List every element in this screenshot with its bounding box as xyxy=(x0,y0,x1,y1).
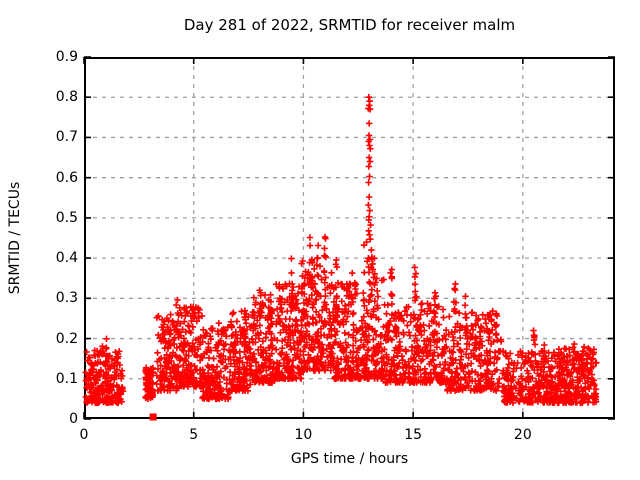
y-axis-label: SRMTID / TECUs xyxy=(7,181,23,295)
x-axis-label: GPS time / hours xyxy=(290,451,409,467)
x-tick-label: 20 xyxy=(513,427,532,443)
x-tick-label: 10 xyxy=(294,427,313,443)
x-tick-label: 0 xyxy=(79,427,89,443)
plot-border xyxy=(84,57,615,419)
y-tick-label: 0.2 xyxy=(55,330,78,347)
y-tick-label: 0.8 xyxy=(55,89,78,106)
x-tick-label: 15 xyxy=(404,427,423,443)
y-tick-label: 0.9 xyxy=(55,49,78,65)
scatter-points xyxy=(82,94,600,407)
axis-ticks xyxy=(83,56,615,420)
scatter-plot-canvas xyxy=(82,56,615,421)
y-tick-label: 0 xyxy=(69,411,78,427)
y-tick-label: 0.3 xyxy=(55,290,78,307)
y-tick-label: 0.1 xyxy=(55,370,78,387)
y-tick-label: 0.6 xyxy=(55,169,78,186)
plot-area xyxy=(82,56,615,421)
chart-title: Day 281 of 2022, SRMTID for receiver mal… xyxy=(183,16,516,34)
y-tick-label: 0.5 xyxy=(55,209,78,226)
y-tick-label: 0.4 xyxy=(55,250,78,267)
y-tick-label: 0.7 xyxy=(55,129,78,146)
special-square-point xyxy=(149,413,157,421)
x-tick-label: 5 xyxy=(189,427,199,443)
